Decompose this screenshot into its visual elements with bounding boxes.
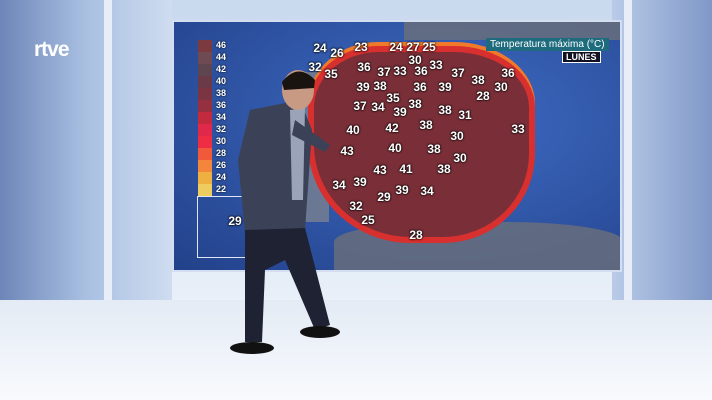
temperature-label: 32 xyxy=(349,199,363,213)
legend-swatch xyxy=(198,184,212,196)
legend-swatch xyxy=(198,40,212,52)
legend-value: 36 xyxy=(216,100,227,110)
temperature-label: 39 xyxy=(356,80,370,94)
map-title: Temperatura máxima (°C) xyxy=(486,38,609,51)
rtve-logo: rtve xyxy=(34,38,70,61)
legend-value: 40 xyxy=(216,76,227,86)
pillar xyxy=(104,0,112,320)
legend-swatch xyxy=(198,172,212,184)
legend-swatch xyxy=(198,52,212,64)
legend-value: 46 xyxy=(216,40,227,50)
temperature-label: 30 xyxy=(494,80,508,94)
temperature-label: 34 xyxy=(332,178,346,192)
temperature-label: 28 xyxy=(476,89,490,103)
legend-value: 24 xyxy=(216,172,227,182)
temperature-label: 43 xyxy=(373,163,387,177)
temperature-label: 38 xyxy=(419,118,433,132)
temperature-label: 32 xyxy=(308,60,322,74)
legend-swatch xyxy=(198,148,212,160)
legend-value: 42 xyxy=(216,64,227,74)
studio-wall-left xyxy=(0,0,172,330)
legend-swatch xyxy=(198,124,212,136)
temperature-label: 33 xyxy=(511,122,525,136)
temperature-label: 34 xyxy=(420,184,434,198)
temperature-label: 30 xyxy=(453,151,467,165)
temperature-label: 43 xyxy=(340,144,354,158)
temperature-label: 41 xyxy=(399,162,413,176)
temperature-label: 38 xyxy=(437,162,451,176)
temperature-label: 33 xyxy=(429,58,443,72)
temperature-label: 36 xyxy=(501,66,515,80)
temperature-label: 24 xyxy=(389,40,403,54)
temperature-label: 24 xyxy=(313,41,327,55)
legend-value: 32 xyxy=(216,124,227,134)
legend-value: 30 xyxy=(216,136,227,146)
temperature-label: 40 xyxy=(346,123,360,137)
temperature-label: 25 xyxy=(361,213,375,227)
legend-swatch xyxy=(198,64,212,76)
temperature-label: 34 xyxy=(371,100,385,114)
temperature-label: 38 xyxy=(438,103,452,117)
legend-value: 22 xyxy=(216,184,227,194)
temperature-label: 26 xyxy=(330,46,344,60)
temperature-label: 39 xyxy=(393,105,407,119)
legend-value: 28 xyxy=(216,148,227,158)
temperature-label: 33 xyxy=(393,64,407,78)
temperature-label: 25 xyxy=(422,40,436,54)
temperature-label: 38 xyxy=(408,97,422,111)
legend-swatch xyxy=(198,100,212,112)
map-day: LUNES xyxy=(562,51,601,63)
legend-value: 38 xyxy=(216,88,227,98)
temperature-label: 38 xyxy=(471,73,485,87)
temperature-label: 39 xyxy=(438,80,452,94)
temperature-label: 31 xyxy=(458,108,472,122)
temperature-label: 38 xyxy=(427,142,441,156)
temperature-label: 35 xyxy=(386,91,400,105)
france-land xyxy=(404,22,620,40)
temperature-label: 29 xyxy=(377,190,391,204)
temperature-label: 27 xyxy=(406,40,420,54)
legend-value: 44 xyxy=(216,52,227,62)
temperature-label: 28 xyxy=(409,228,423,242)
legend-swatch xyxy=(198,88,212,100)
temperature-label: 39 xyxy=(353,175,367,189)
legend-swatch xyxy=(198,76,212,88)
legend-swatch xyxy=(198,136,212,148)
temperature-label: 37 xyxy=(377,65,391,79)
temperature-label: 23 xyxy=(354,40,368,54)
temperature-label: 42 xyxy=(385,121,399,135)
studio-floor xyxy=(0,300,712,400)
temperature-label: 30 xyxy=(408,53,422,67)
temperature-label: 39 xyxy=(395,183,409,197)
spain-region xyxy=(314,52,529,237)
legend-swatch xyxy=(198,112,212,124)
temperature-label: 35 xyxy=(324,67,338,81)
legend-swatch xyxy=(198,160,212,172)
legend-value: 34 xyxy=(216,112,227,122)
temperature-label: 36 xyxy=(414,64,428,78)
temperature-label: 37 xyxy=(451,66,465,80)
legend-value: 26 xyxy=(216,160,227,170)
temperature-label: 30 xyxy=(450,129,464,143)
temperature-label: 37 xyxy=(353,99,367,113)
temperature-label: 36 xyxy=(357,60,371,74)
temperature-label: 29 xyxy=(228,214,242,228)
temperature-label: 38 xyxy=(373,79,387,93)
pillar xyxy=(624,0,632,320)
temperature-label: 40 xyxy=(388,141,402,155)
temperature-legend: 46 44 42 40 38 36 34 32 30 28 26 24 22 xyxy=(198,40,226,196)
temperature-label: 36 xyxy=(413,80,427,94)
